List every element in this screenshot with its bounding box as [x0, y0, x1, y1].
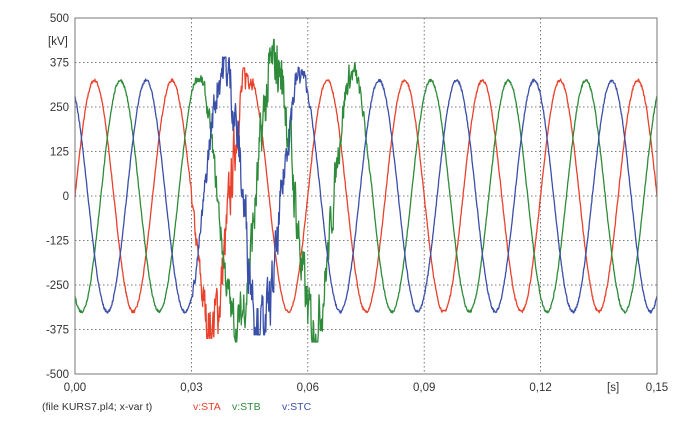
x-unit-label: [s]: [607, 382, 619, 394]
x-tick-label: 0,03: [180, 382, 202, 394]
y-tick-labels: 500 375 250 125 0 -125 -250 -375 -500: [46, 13, 69, 381]
grid-lines: [75, 18, 657, 374]
x-tick-label: 0,09: [413, 382, 435, 394]
x-tick-labels: 0,00 0,03 0,06 0,09 0,12 0,15: [64, 382, 668, 394]
legend: v:STA v:STB v:STC: [193, 401, 312, 413]
legend-prefix: (file KURS7.pl4; x-var t): [42, 401, 152, 413]
x-tick-label: 0,12: [529, 382, 551, 394]
y-tick-label: -500: [46, 369, 69, 381]
series-line-v-stc: [74, 56, 658, 336]
legend-entry-v-stc: v:STC: [282, 401, 312, 413]
y-tick-label: -250: [46, 280, 69, 292]
y-tick-label: 125: [50, 147, 69, 159]
x-tick-label: 0,06: [297, 382, 319, 394]
x-tick-label: 0,15: [646, 382, 668, 394]
series-lines: [74, 38, 658, 343]
plot-frame: [74, 17, 658, 375]
y-tick-label: -375: [46, 325, 69, 337]
x-tick-label: 0,00: [64, 382, 86, 394]
y-tick-label: 0: [63, 191, 69, 203]
legend-entry-v-sta: v:STA: [193, 401, 221, 413]
y-tick-label: -125: [46, 236, 69, 248]
y-tick-label: 375: [50, 58, 69, 70]
y-tick-label: 250: [50, 102, 69, 114]
legend-entry-v-stb: v:STB: [232, 401, 261, 413]
y-tick-label: 500: [50, 13, 69, 25]
series-line-v-sta: [74, 67, 658, 340]
series-line-v-stb: [74, 38, 658, 343]
y-unit-label: [kV]: [48, 36, 68, 48]
